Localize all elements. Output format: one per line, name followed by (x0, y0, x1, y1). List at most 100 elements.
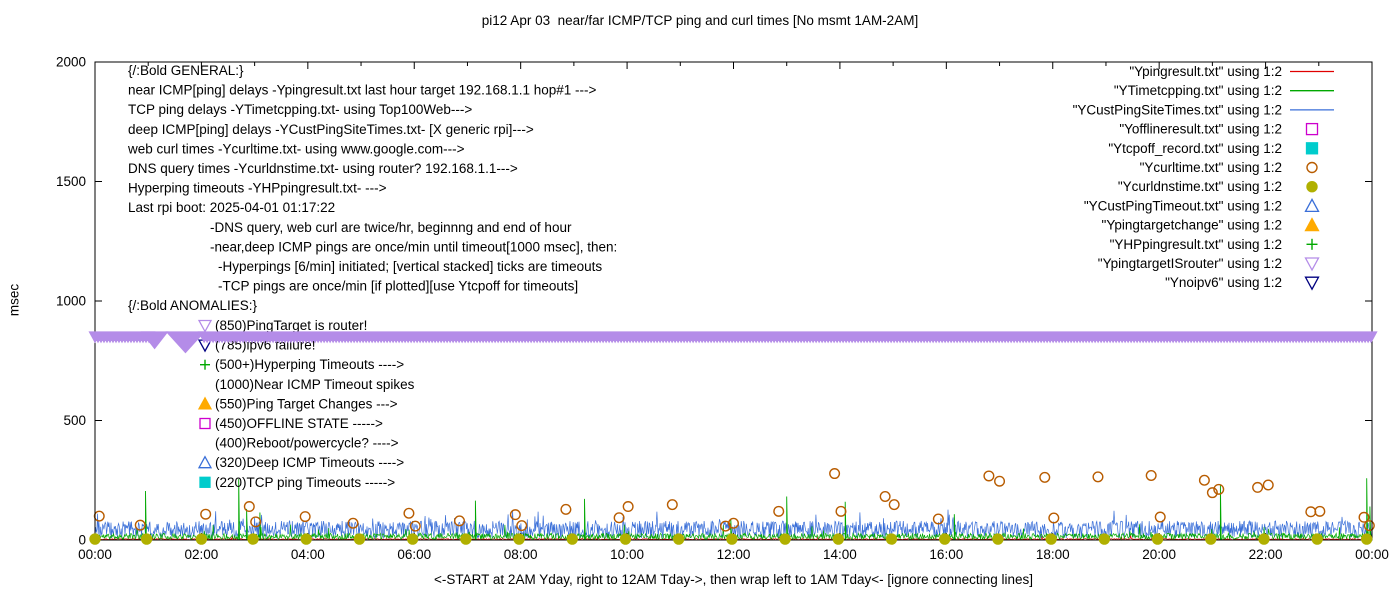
general-note-line: Last rpi boot: 2025-04-01 01:17:22 (128, 200, 335, 215)
marker-circle (1213, 483, 1225, 495)
marker-circle (300, 533, 312, 545)
marker-circle (622, 501, 634, 513)
chart-title: pi12 Apr 03 near/far ICMP/TCP ping and c… (481, 13, 919, 28)
marker-circle (1205, 533, 1217, 545)
x-tick-label: 12:00 (717, 547, 751, 562)
marker-circle (992, 533, 1004, 545)
annotation-anomalies: {/:Bold ANOMALIES:} (850)PingTarget is ro… (128, 298, 415, 490)
x-tick-label: 16:00 (929, 547, 963, 562)
marker-circle (666, 499, 678, 511)
general-note-line: TCP ping delays -YTimetcpping.txt- using… (128, 102, 472, 117)
marker-circle (1306, 161, 1318, 174)
general-note-line: -Hyperpings [6/min] initiated; [vertical… (218, 259, 602, 274)
marker-circle (140, 533, 153, 545)
marker-circle (983, 470, 995, 482)
anomaly-line: (550)Ping Target Changes ---> (215, 396, 398, 411)
marker-circle (353, 533, 366, 545)
marker-circle (779, 533, 791, 545)
anomaly-line: (500+)Hyperping Timeouts ----> (215, 357, 404, 372)
legend-label: "YTimetcpping.txt" using 1:2 (1114, 83, 1282, 98)
marker-circle (1145, 469, 1157, 481)
marker-triangle-down (1304, 257, 1320, 272)
series-curl-points (93, 468, 1375, 532)
marker-triangle-down (197, 319, 213, 333)
marker-triangle-up (197, 455, 213, 469)
marker-circle (726, 533, 738, 545)
marker-circle (1098, 533, 1111, 545)
legend-label: "Ytcpoff_record.txt" using 1:2 (1108, 141, 1282, 156)
marker-circle (672, 533, 685, 545)
marker-circle (406, 533, 419, 545)
y-tick-label: 2000 (56, 55, 86, 70)
x-tick-label: 00:00 (1355, 547, 1389, 562)
x-tick-label: 06:00 (397, 547, 431, 562)
marker-circle (1306, 180, 1318, 193)
legend-label: "Ynoipv6" using 1:2 (1165, 275, 1282, 290)
x-tick-label: 02:00 (185, 547, 219, 562)
anomaly-line: (450)OFFLINE STATE -----> (215, 416, 383, 431)
marker-circle (1252, 481, 1264, 493)
y-tick-label: 500 (63, 413, 86, 428)
legend-entry: "YTimetcpping.txt" using 1:2 (1114, 83, 1334, 98)
legend-entry: "YpingtargetISrouter" using 1:2 (1098, 256, 1320, 272)
anomaly-line: (850)PingTarget is router! (215, 318, 367, 333)
marker-circle (720, 520, 732, 532)
x-tick-label: 10:00 (610, 547, 644, 562)
marker-circle (89, 533, 101, 545)
series-router-band (88, 331, 1378, 354)
marker-circle (1262, 479, 1274, 491)
series-hyperping-spikes (145, 478, 1372, 540)
legend-entry: "Ypingresult.txt" using 1:2 (1129, 64, 1334, 79)
marker-circle (994, 475, 1006, 487)
x-tick-label: 00:00 (78, 547, 112, 562)
marker-triangle-up (1304, 198, 1320, 213)
marker-circle (513, 533, 525, 545)
legend-label: "Ycurltime.txt" using 1:2 (1140, 160, 1282, 175)
general-note-line: Hyperping timeouts -YHPpingresult.txt- -… (128, 181, 387, 196)
legend-entry: "Ypingtargetchange" using 1:2 (1102, 217, 1320, 233)
marker-circle (1360, 533, 1373, 545)
marker-circle (888, 499, 900, 511)
marker-circle (250, 516, 262, 528)
marker-circle (1206, 487, 1218, 499)
marker-circle (939, 533, 951, 545)
x-axis-label: <-START at 2AM Yday, right to 12AM Tday-… (434, 572, 1033, 587)
legend-label: "YHPpingresult.txt" using 1:2 (1110, 237, 1282, 252)
marker-circle (299, 511, 311, 523)
marker-circle (1092, 471, 1104, 483)
legend-label: "YpingtargetISrouter" using 1:2 (1098, 256, 1282, 271)
general-note-line: -near,deep ICMP pings are once/min until… (210, 239, 617, 254)
x-tick-label: 18:00 (1036, 547, 1070, 562)
marker-circle (134, 519, 146, 531)
legend-label: "Ypingtargetchange" using 1:2 (1102, 218, 1282, 233)
marker-triangle-down (197, 339, 213, 353)
marker-triangle-down (1304, 276, 1320, 291)
x-tick-label: 04:00 (291, 547, 325, 562)
legend-label: "YCustPingSiteTimes.txt" using 1:2 (1073, 102, 1282, 117)
marker-circle (1151, 533, 1164, 545)
marker-circle (1048, 512, 1060, 524)
x-tick-label: 14:00 (823, 547, 857, 562)
marker-circle (560, 503, 572, 515)
legend-entry: "Ycurldnstime.txt" using 1:2 (1118, 179, 1318, 194)
marker-triangle-up (1304, 217, 1320, 232)
anomaly-line: (400)Reboot/powercycle? ----> (215, 436, 399, 451)
marker-circle (516, 520, 528, 532)
marker-circle (619, 533, 632, 545)
anomaly-line: (220)TCP ping Timeouts -----> (215, 475, 395, 490)
x-tick-label: 22:00 (1249, 547, 1283, 562)
marker-triangle-up (197, 396, 213, 410)
legend-entry: "Ytcpoff_record.txt" using 1:2 (1108, 141, 1319, 156)
marker-circle (93, 510, 105, 522)
general-note-line: deep ICMP[ping] delays -YCustPingSiteTim… (128, 122, 534, 137)
marker-square (1305, 142, 1319, 155)
marker-circle (1258, 533, 1270, 545)
legend-entry: "YCustPingTimeout.txt" using 1:2 (1084, 198, 1320, 213)
legend-label: "YCustPingTimeout.txt" using 1:2 (1084, 198, 1282, 213)
marker-square (199, 417, 211, 430)
marker-circle (409, 520, 421, 532)
marker-circle (879, 491, 891, 503)
marker-circle (832, 533, 845, 545)
